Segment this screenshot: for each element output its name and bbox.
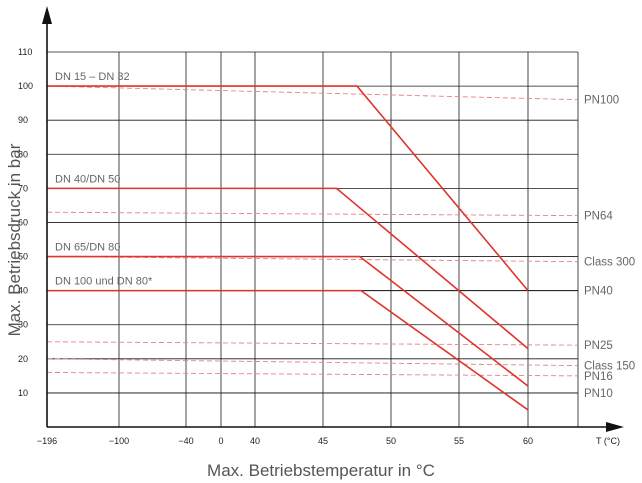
x-tick-label: −196 [37,436,57,446]
rating-label: Class 300 [584,257,635,269]
y-tick-label: 80 [18,149,28,159]
y-tick-label: 60 [18,217,28,227]
rating-line [46,85,579,101]
series-label: DN 15 – DN 32 [55,71,130,83]
y-axis-arrow [42,6,52,24]
y-tick-label: 100 [18,81,33,91]
series-label: DN 40/DN 50 [55,173,120,185]
x-tick-label: 55 [454,436,464,446]
series-line [47,187,529,350]
y-axis-title: Max. Betriebsdruck in bar [5,143,24,336]
x-axis-arrow [606,422,624,432]
x-unit-label: T (°C) [596,436,620,446]
y-tick-label: 30 [18,320,28,330]
y-tick-label: 70 [18,183,28,193]
series-label: DN 100 und DN 80* [55,276,153,288]
rating-label: PN100 [584,95,619,107]
y-tick-label: 50 [18,252,28,262]
rating-label: Class 150 [584,361,635,373]
series-line [47,85,529,292]
rating-line [46,256,579,263]
y-tick-label: 40 [18,286,28,296]
rating-label: PN25 [584,340,613,352]
x-tick-label: −100 [109,436,129,446]
y-tick-label: 90 [18,115,28,125]
y-tick-label: 10 [18,388,28,398]
rating-line [46,372,579,377]
x-tick-label: 45 [318,436,328,446]
rating-label: PN16 [584,371,613,383]
rating-label: PN64 [584,211,613,223]
rating-line [46,341,579,346]
series-label: DN 65/DN 80 [55,242,120,254]
y-tick-label: 20 [18,354,28,364]
y-tick-label: 110 [18,47,32,57]
rating-label: PN40 [584,286,613,298]
x-tick-label: 50 [386,436,396,446]
x-tick-label: 40 [250,436,260,446]
rating-line [46,358,579,367]
x-axis-title: Max. Betriebstemperatur in °C [207,461,435,480]
rating-line [46,211,579,217]
x-tick-label: 0 [218,436,223,446]
series-line [47,289,529,411]
x-tick-label: −40 [178,436,193,446]
x-tick-label: 60 [523,436,533,446]
series-line [47,255,529,387]
rating-label: PN10 [584,388,613,400]
